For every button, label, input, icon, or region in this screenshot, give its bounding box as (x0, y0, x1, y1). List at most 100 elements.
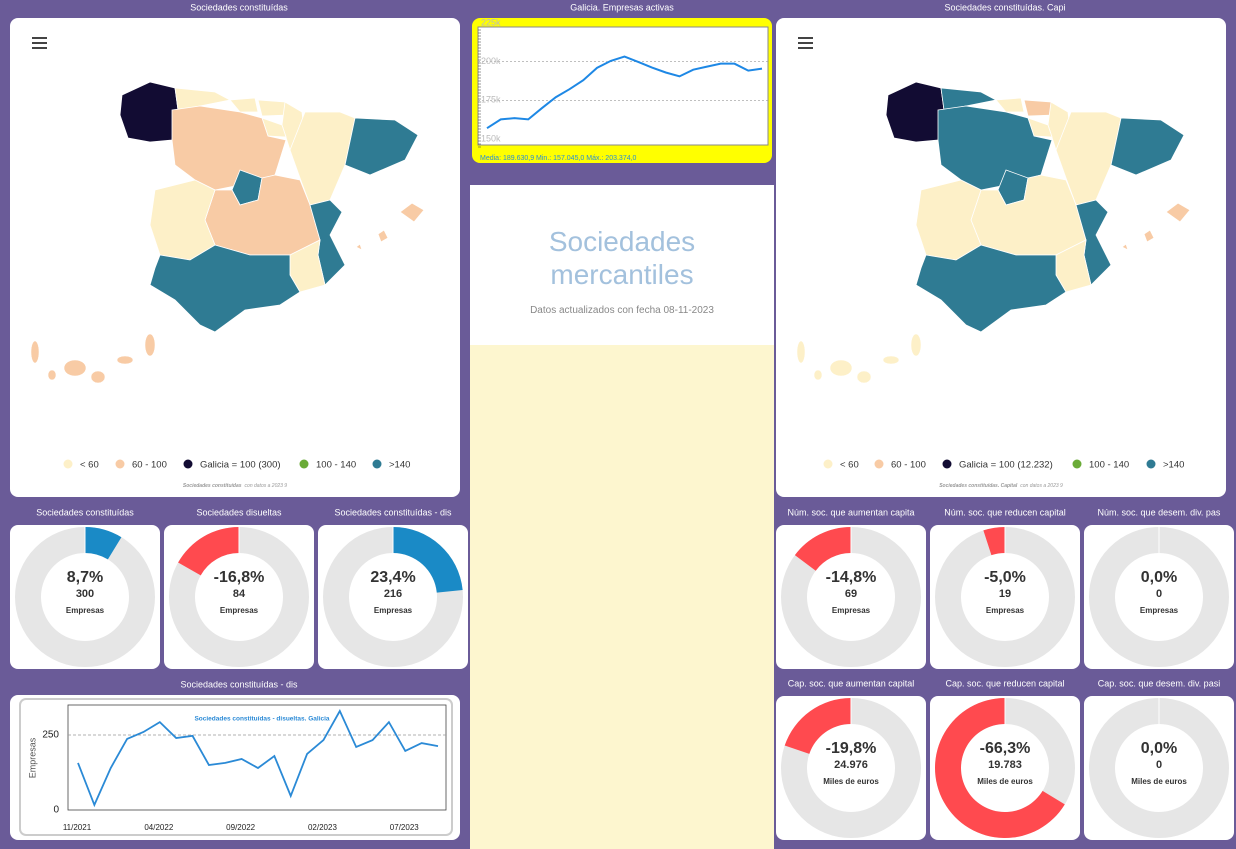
region (915, 179, 982, 261)
donut-unit: Miles de euros (1131, 777, 1187, 786)
x-tick-label: 02/2023 (308, 823, 337, 832)
donut-value: 23,4% (370, 569, 415, 586)
donut-count: 300 (76, 588, 94, 600)
region (149, 244, 301, 333)
region (796, 340, 806, 364)
panel-title: Núm. soc. que desem. div. pas (1098, 507, 1221, 517)
donut-value: -14,8% (826, 569, 877, 586)
region (882, 355, 900, 365)
donut-unit: Miles de euros (977, 777, 1033, 786)
legend-dot (299, 459, 309, 469)
region (940, 87, 998, 111)
map-footer: Sociedades constituídas con datos a 2023 … (183, 483, 287, 489)
legend-label: < 60 (80, 460, 99, 471)
x-tick-label: 04/2022 (144, 823, 173, 832)
line (486, 55, 763, 130)
x-tick-label: 09/2022 (226, 823, 255, 832)
region (813, 369, 823, 381)
menu-bar (798, 42, 813, 44)
donut-arc (784, 698, 851, 754)
legend-label: 60 - 100 (891, 460, 926, 471)
panel-title: Sociedades constituídas (190, 2, 288, 12)
donut-value: -19,8% (826, 740, 877, 757)
donut-unit: Empresas (986, 606, 1025, 615)
y-tick-label: 150k (481, 133, 501, 143)
footer-text: con datos a 2023 9 (245, 483, 288, 489)
panel-title: Cap. soc. que reducen capital (945, 678, 1064, 688)
menu-bar (32, 37, 47, 39)
region (116, 355, 134, 365)
y-tick-label: 225k (481, 17, 501, 27)
donut-value: 0,0% (1141, 569, 1177, 586)
y-tick-label: 175k (481, 95, 501, 105)
donut-arc (794, 527, 851, 571)
donut-unit: Empresas (220, 606, 259, 615)
plot-area (477, 26, 769, 146)
legend-label: Galicia = 100 (300) (200, 460, 281, 471)
y-tick-label: 250 (42, 730, 59, 741)
donut-arc (393, 527, 463, 593)
legend-label: >140 (389, 460, 410, 471)
donut-count: 0 (1156, 588, 1162, 600)
donut-count: 84 (233, 588, 246, 600)
donut-arc (178, 527, 239, 576)
region (355, 243, 363, 251)
map (30, 81, 425, 384)
donut-count: 19.783 (988, 759, 1022, 771)
donut-unit: Empresas (1140, 606, 1179, 615)
menu-bar (32, 42, 47, 44)
line (77, 709, 439, 808)
panel-title: Sociedades constituídas - dis (334, 507, 452, 517)
y-axis-label: Empresas (27, 737, 37, 778)
panel-title: Cap. soc. que desem. div. pasi (1098, 678, 1220, 688)
region (377, 229, 389, 243)
donut-value: -16,8% (214, 569, 265, 586)
donut-unit: Miles de euros (823, 777, 879, 786)
legend-label: 100 - 140 (1089, 460, 1129, 471)
donut-count: 0 (1156, 759, 1162, 771)
region (174, 87, 232, 111)
region (829, 359, 853, 377)
legend-dot (183, 459, 193, 469)
panel-title: Galicia. Empresas activas (570, 2, 674, 12)
panel-title: Sociedades constituídas. Capi (944, 2, 1065, 12)
region (47, 369, 57, 381)
chart-footer: Media: 189.630,9 Min.: 157.045,0 Máx.: 2… (480, 155, 637, 162)
map-footer: Sociedades constituídas. Capital con dato… (939, 483, 1063, 489)
legend-dot (372, 459, 382, 469)
x-tick-label: 11/2021 (63, 823, 92, 832)
menu-button[interactable] (798, 37, 813, 49)
panel-title: Núm. soc. que reducen capital (944, 507, 1066, 517)
donut-arc (983, 527, 1005, 556)
donut-arc (935, 698, 1065, 838)
x-tick-label: 07/2023 (390, 823, 419, 832)
donut-unit: Empresas (832, 606, 871, 615)
region (910, 333, 922, 357)
region (1143, 229, 1155, 243)
footer-bold: Sociedades constituídas (183, 483, 242, 489)
region (229, 97, 259, 113)
legend-dot (823, 459, 833, 469)
panel-title: Cap. soc. que aumentan capital (788, 678, 915, 688)
menu-bar (32, 47, 47, 49)
region (90, 370, 106, 384)
region (1165, 202, 1191, 223)
donut-value: -66,3% (980, 740, 1031, 757)
donut-count: 69 (845, 588, 857, 600)
donut-value: 0,0% (1141, 740, 1177, 757)
header-title: Sociedades mercantiles (548, 226, 696, 290)
plot-area (67, 704, 447, 811)
region (344, 117, 419, 176)
legend-dot (1146, 459, 1156, 469)
legend-label: >140 (1163, 460, 1184, 471)
menu-button[interactable] (32, 37, 47, 49)
map (796, 81, 1191, 384)
region (149, 179, 216, 261)
legend-label: < 60 (840, 460, 859, 471)
menu-bar (798, 37, 813, 39)
y-tick-label: 0 (53, 805, 59, 816)
filler (470, 345, 774, 849)
region (1121, 243, 1129, 251)
